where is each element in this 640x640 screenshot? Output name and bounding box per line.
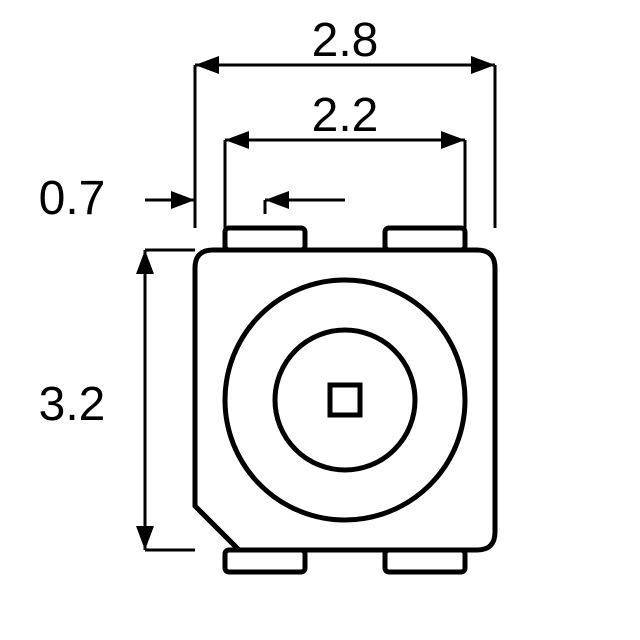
pad <box>385 550 465 572</box>
pad <box>385 228 465 250</box>
dim-height: 3.2 <box>39 378 106 431</box>
dim-width-inner: 2.2 <box>312 89 379 142</box>
pad <box>225 228 305 250</box>
dim-width-outer: 2.8 <box>312 14 379 67</box>
dim-tab: 0.7 <box>39 172 106 225</box>
component-body <box>195 250 495 550</box>
pad <box>225 550 305 572</box>
